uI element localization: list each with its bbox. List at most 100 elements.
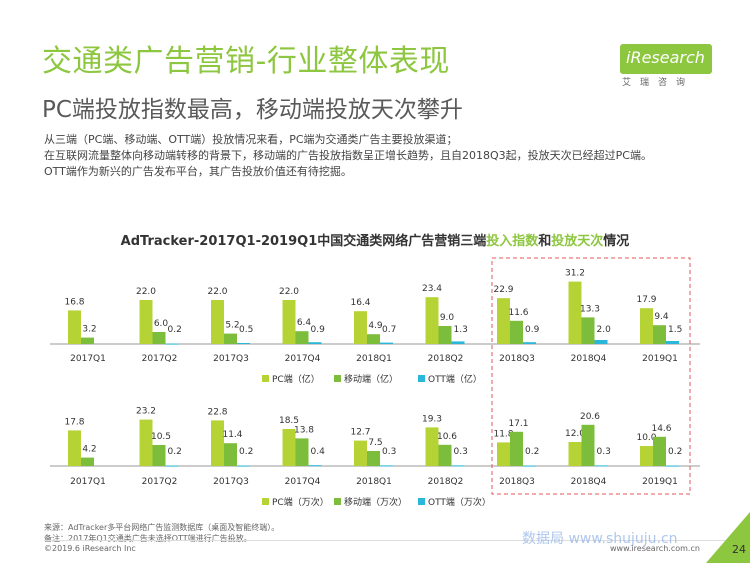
chart-title-highlight: 投入指数 [486,234,539,249]
bar [497,442,510,466]
data-label: 17.8 [64,417,84,427]
bar [165,465,179,467]
legend-label: OTT端（万次） [428,496,491,508]
x-tick-label: 2019Q1 [642,354,678,364]
data-label: 7.5 [368,438,382,448]
data-label: 22.9 [493,285,513,295]
data-label: 22.0 [279,287,299,297]
data-label: 0.7 [382,325,396,335]
data-label: 13.8 [294,425,314,435]
x-tick-label: 2018Q1 [356,477,392,487]
data-label: 14.6 [651,424,671,434]
bar [81,337,94,344]
bar [380,465,393,467]
legend-label: PC端（万次） [272,496,329,508]
bar [510,320,523,344]
x-tick-label: 2018Q3 [499,354,535,364]
data-label: 6.0 [154,319,169,329]
data-label: 0.3 [597,447,611,457]
bar [282,429,296,466]
data-label: 11.6 [508,308,528,318]
data-label: 0.3 [382,447,396,457]
data-label: 0.2 [168,325,182,335]
x-tick-label: 2018Q1 [356,354,392,364]
bar [581,317,595,344]
corner-decoration [706,512,750,563]
data-label: 4.2 [82,445,96,455]
x-tick-label: 2018Q3 [499,477,535,487]
bar [211,420,224,466]
data-label: 16.4 [350,298,370,308]
bar [211,300,224,344]
source-text: 来源：AdTracker多平台网络广告监测数据库（桌面及智能终端）。 [44,523,280,532]
data-label: 0.2 [668,447,682,457]
bar [653,436,666,466]
bar [425,427,439,466]
data-label: 1.5 [668,325,682,335]
bar [282,300,296,344]
data-label: 23.4 [422,284,442,294]
bar [152,445,166,466]
bar [451,341,465,344]
bar [380,342,393,344]
bar [295,331,309,344]
chart-title-highlight: 投放天次 [551,234,604,249]
bar [224,333,237,344]
legend-swatch [262,375,269,382]
data-label: 22.8 [207,407,227,417]
data-label: 22.0 [207,287,227,297]
description-line: 从三端（PC端、移动端、OTT端）投放情况来看，PC端为交通类广告主要投放渠道； [44,133,458,146]
x-tick-label: 2017Q1 [70,477,106,487]
data-label: 9.4 [654,312,669,322]
data-label: 11.8 [493,429,513,439]
legend-label: PC端（亿） [272,373,320,385]
data-label: 0.9 [525,325,540,335]
bar [295,438,309,466]
data-label: 0.2 [168,447,182,457]
bar [653,325,666,344]
bar [224,443,237,466]
data-label: 13.3 [580,304,600,314]
data-label: 23.2 [136,407,156,417]
data-label: 11.4 [222,430,242,440]
x-tick-label: 2017Q1 [70,354,106,364]
bar [308,342,322,344]
description: 从三端（PC端、移动端、OTT端）投放情况来看，PC端为交通类广告主要投放渠道；… [44,132,724,180]
copyright: ©2019.6 iResearch Inc [44,544,136,553]
bar [354,440,367,466]
bar [354,311,367,344]
bar [594,340,608,344]
data-label: 1.3 [454,325,468,335]
data-label: 0.4 [311,447,326,457]
data-label: 10.0 [636,433,656,443]
data-label: 9.0 [440,313,455,323]
legend-label: 移动端（亿） [344,373,398,385]
x-tick-label: 2018Q4 [571,354,607,364]
bar [68,430,81,466]
data-label: 20.6 [580,412,600,422]
bar [451,465,465,467]
legend-label: 移动端（万次） [344,496,407,508]
data-label: 0.9 [311,325,326,335]
bar [568,442,582,466]
chart-title-part: 和 [538,234,552,249]
bar [666,341,679,344]
data-label: 17.9 [636,295,656,305]
data-label: 10.6 [437,432,457,442]
data-label: 0.5 [239,325,253,335]
legend-swatch [418,498,425,505]
bar [425,297,439,344]
data-label: 22.0 [136,287,156,297]
x-tick-label: 2017Q3 [213,477,249,487]
chart-title: AdTracker-2017Q1-2019Q1中国交通类网络广告营销三端投入指数… [0,230,750,249]
footer-divider [44,540,734,541]
bar [523,465,536,467]
bar [497,298,510,344]
data-label: 0.2 [239,447,253,457]
legend-label: OTT端（亿） [428,373,482,385]
logo-tagline: 艾瑞咨询 [622,78,695,88]
x-tick-label: 2017Q2 [142,354,178,364]
bar [523,342,536,344]
data-label: 10.5 [151,432,171,442]
